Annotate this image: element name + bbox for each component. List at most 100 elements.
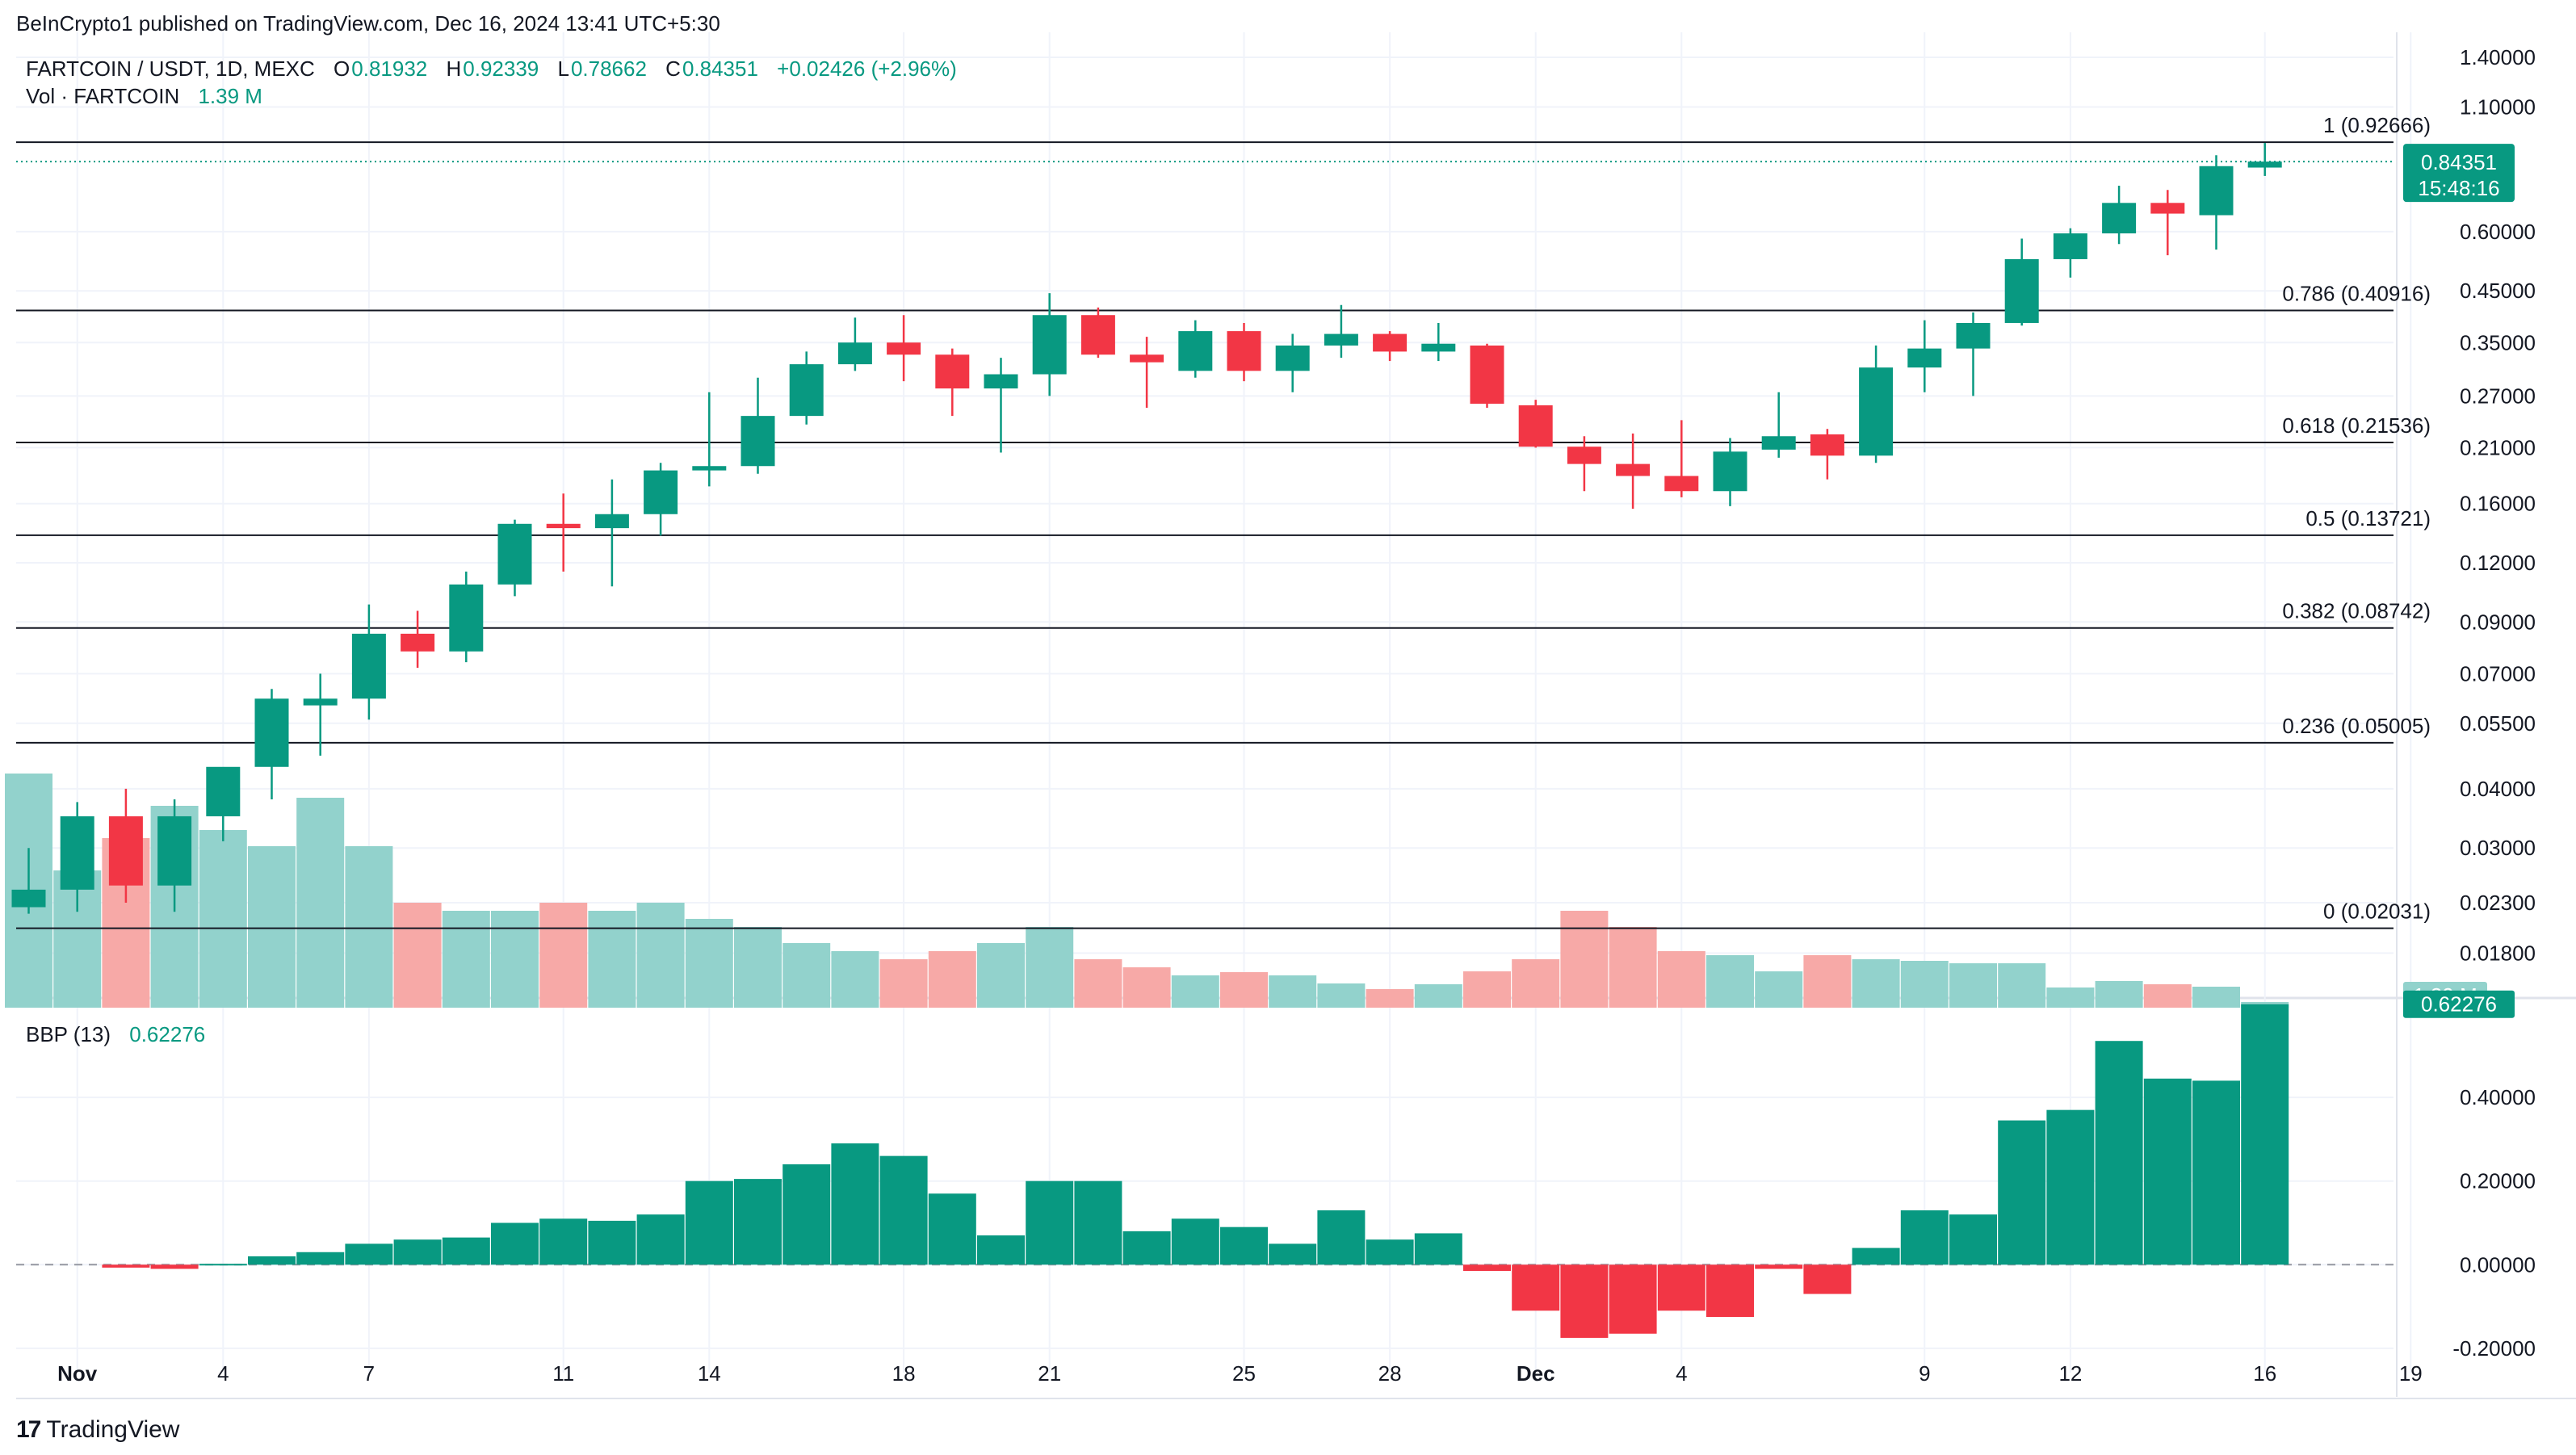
volume-bar xyxy=(1074,959,1122,1008)
volume-bar xyxy=(199,830,247,1008)
bbp-bar xyxy=(1998,1120,2046,1265)
x-tick-label: 18 xyxy=(892,1361,916,1386)
high-value: 0.92339 xyxy=(463,57,539,81)
low-label: L xyxy=(557,57,569,81)
x-tick-label: Dec xyxy=(1517,1361,1555,1386)
price-tick-label: 0.60000 xyxy=(2460,220,2536,244)
bbp-bar xyxy=(1803,1264,1852,1294)
bbp-bar xyxy=(1852,1247,1900,1265)
bbp-bar xyxy=(1414,1233,1462,1265)
volume-bar xyxy=(1900,961,1949,1008)
bbp-value: 0.62276 xyxy=(129,1022,206,1046)
bbp-bar xyxy=(1900,1210,1949,1265)
volume-bar xyxy=(734,927,782,1008)
candle-body xyxy=(1616,463,1651,476)
candle-body xyxy=(789,364,824,417)
bbp-bar xyxy=(102,1264,150,1268)
candle-body xyxy=(935,354,970,389)
bbp-bar xyxy=(2241,1004,2289,1265)
tradingview-brand[interactable]: 17 TradingView xyxy=(16,1416,179,1444)
price-tick-label: 0.01800 xyxy=(2460,941,2536,965)
x-tick-label: Nov xyxy=(57,1361,98,1386)
bbp-bar xyxy=(1657,1264,1705,1311)
candle-body xyxy=(1080,315,1115,355)
bbp-tick-label: 0.20000 xyxy=(2460,1169,2536,1193)
candle-body xyxy=(351,633,386,699)
candle-body xyxy=(644,470,678,514)
price-tick-label: 0.05500 xyxy=(2460,711,2536,736)
bbp-bar xyxy=(1706,1264,1754,1318)
candle-body xyxy=(1859,367,1894,456)
x-tick-label: 12 xyxy=(2058,1361,2082,1386)
bbp-label[interactable]: BBP (13) xyxy=(26,1022,111,1046)
candle-body xyxy=(1130,354,1164,363)
volume-bar xyxy=(636,903,685,1008)
bbp-bar xyxy=(782,1164,831,1265)
bbp-bar xyxy=(2192,1080,2240,1265)
candle-body xyxy=(740,416,775,467)
candle-body xyxy=(1567,447,1601,464)
volume-bar xyxy=(2095,981,2143,1008)
bbp-bar xyxy=(831,1143,879,1265)
volume-bar xyxy=(1317,983,1366,1008)
close-value: 0.84351 xyxy=(682,57,758,81)
change-value: +0.02426 (+2.96%) xyxy=(777,57,957,81)
volume-bar xyxy=(1755,971,1803,1008)
volume-bar xyxy=(928,951,976,1008)
x-tick-label: 28 xyxy=(1378,1361,1402,1386)
volume-bar xyxy=(345,846,393,1008)
volume-bar xyxy=(296,798,345,1008)
x-tick-label: 16 xyxy=(2253,1361,2276,1386)
candle-body xyxy=(2247,161,2282,168)
bbp-bar xyxy=(1074,1180,1122,1265)
price-tick-label: 1.10000 xyxy=(2460,94,2536,119)
fib-level-label: 0.5 (0.13721) xyxy=(2305,506,2431,530)
volume-bar xyxy=(248,846,296,1008)
bbp-bar xyxy=(1220,1226,1268,1265)
bbp-bar xyxy=(296,1252,345,1265)
price-tick-label: 0.21000 xyxy=(2460,435,2536,459)
volume-bar xyxy=(1803,955,1852,1008)
candle-body xyxy=(2053,233,2087,259)
candle-body xyxy=(1907,348,1942,368)
bbp-series xyxy=(102,1004,2289,1338)
candle-body xyxy=(157,816,192,886)
candle-body xyxy=(594,514,629,529)
volume-bar xyxy=(1414,984,1462,1008)
bbp-bar xyxy=(1026,1180,1074,1265)
price-tick-label: 0.27000 xyxy=(2460,384,2536,408)
bbp-bar xyxy=(1949,1214,1997,1265)
candle-body xyxy=(1470,345,1504,404)
candle-body xyxy=(2004,258,2039,323)
candle-body xyxy=(11,889,46,908)
candle-body xyxy=(1421,343,1456,352)
bbp-bar xyxy=(734,1179,782,1265)
candle-body xyxy=(1761,436,1796,450)
candle-body xyxy=(60,816,94,890)
bbp-bar xyxy=(2046,1109,2095,1265)
price-tick-label: 0.03000 xyxy=(2460,836,2536,860)
volume-bar xyxy=(879,959,928,1008)
volume-label[interactable]: Vol · FARTCOIN xyxy=(26,84,180,108)
volume-series xyxy=(5,774,2289,1008)
high-label: H xyxy=(446,57,462,81)
x-tick-label: 19 xyxy=(2399,1361,2423,1386)
volume-bar xyxy=(1366,989,1414,1008)
bbp-bar xyxy=(977,1235,1025,1265)
volume-bar xyxy=(1609,927,1657,1008)
bbp-tick-label: 0.00000 xyxy=(2460,1252,2536,1277)
price-tick-label: 0.16000 xyxy=(2460,492,2536,516)
last-price-tag-value: 0.84351 xyxy=(2421,150,2497,174)
symbol-title[interactable]: FARTCOIN / USDT, 1D, MEXC xyxy=(26,57,315,81)
bbp-bar xyxy=(248,1256,296,1265)
fib-level-label: 0.236 (0.05005) xyxy=(2282,714,2431,738)
tradingview-logo-icon: 17 xyxy=(16,1416,41,1443)
bbp-bar xyxy=(1755,1264,1803,1269)
volume-legend: Vol · FARTCOIN 1.39 M xyxy=(26,84,262,109)
candle-body xyxy=(206,766,241,816)
price-tick-label: 0.12000 xyxy=(2460,551,2536,575)
price-tick-label: 0.35000 xyxy=(2460,330,2536,354)
close-label: C xyxy=(665,57,681,81)
candle-body xyxy=(837,342,872,365)
low-value: 0.78662 xyxy=(570,57,647,81)
